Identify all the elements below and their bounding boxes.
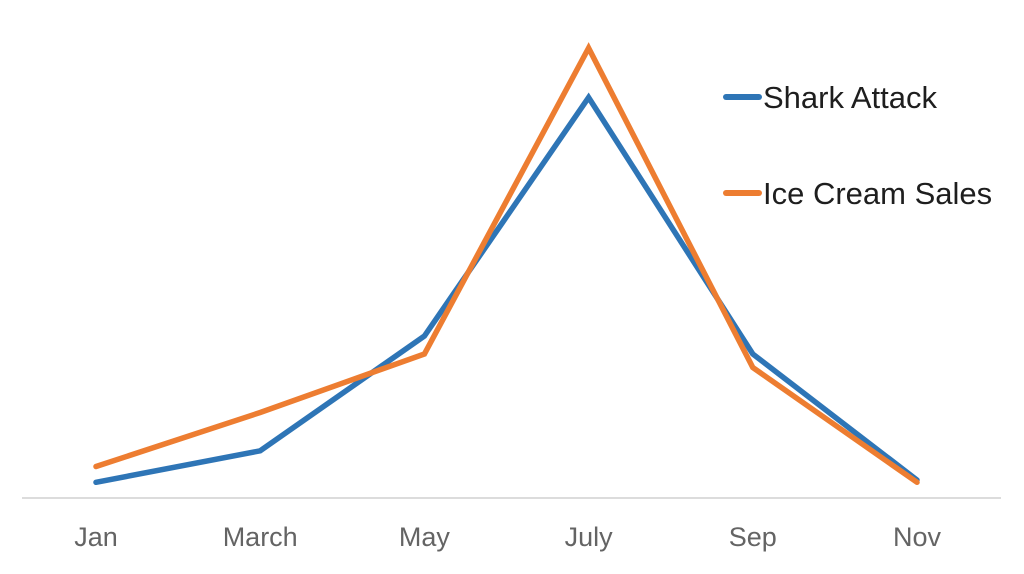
legend-item-ice-cream-sales: Ice Cream Sales [723,172,992,214]
legend-label-ice-cream-sales: Ice Cream Sales [763,175,993,211]
legend-item-shark-attack: Shark Attack [723,76,992,118]
x-tick-label: Jan [74,522,118,552]
series-line-shark-attack [93,92,920,486]
x-tick-label: Nov [893,522,942,552]
legend-line-swatch-shark-attack [723,94,762,100]
chart-legend: Shark Attack Ice Cream Sales [723,76,992,214]
x-tick-label: May [399,522,451,552]
legend-label-shark-attack: Shark Attack [763,79,938,115]
legend-line-swatch-ice-cream-sales [723,190,762,196]
x-tick-label: Sep [729,522,777,552]
series-line-ice-cream-sales [93,42,920,486]
x-tick-label: July [565,522,614,552]
x-tick-label: March [223,522,298,552]
